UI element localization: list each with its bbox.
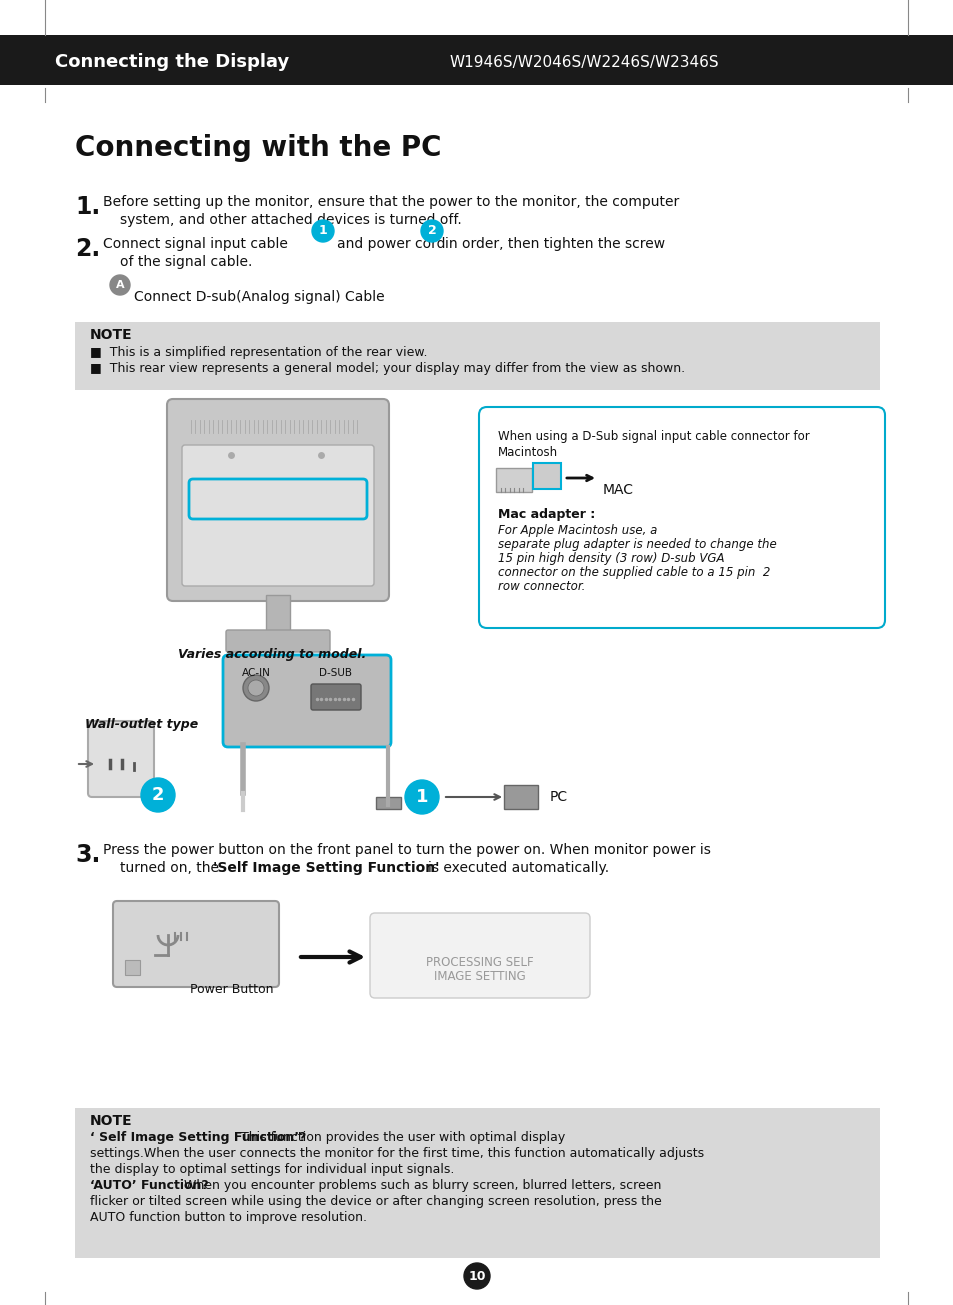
Text: NOTE: NOTE [90, 328, 132, 342]
Text: 'Self Image Setting Function': 'Self Image Setting Function' [213, 861, 439, 874]
Text: AUTO function button to improve resolution.: AUTO function button to improve resoluti… [90, 1211, 367, 1224]
Text: When using a D-Sub signal input cable connector for: When using a D-Sub signal input cable co… [497, 431, 809, 442]
FancyBboxPatch shape [533, 463, 560, 489]
Text: 15 pin high density (3 row) D-sub VGA: 15 pin high density (3 row) D-sub VGA [497, 552, 723, 565]
Circle shape [312, 221, 334, 241]
FancyBboxPatch shape [0, 35, 953, 85]
Text: A: A [115, 281, 124, 290]
Text: D-SUB: D-SUB [319, 668, 352, 679]
Text: PC: PC [550, 790, 568, 804]
Text: Press the power button on the front panel to turn the power on. When monitor pow: Press the power button on the front pane… [103, 843, 710, 857]
FancyBboxPatch shape [503, 786, 537, 809]
Circle shape [243, 675, 269, 701]
Text: Mac adapter :: Mac adapter : [497, 508, 599, 521]
Text: When you encounter problems such as blurry screen, blurred letters, screen: When you encounter problems such as blur… [180, 1178, 660, 1191]
Text: IMAGE SETTING: IMAGE SETTING [434, 970, 525, 983]
Text: Wall-outlet type: Wall-outlet type [85, 718, 198, 731]
Text: Varies according to model.: Varies according to model. [178, 649, 366, 662]
Text: the display to optimal settings for individual input signals.: the display to optimal settings for indi… [90, 1163, 454, 1176]
FancyBboxPatch shape [311, 684, 360, 710]
Text: system, and other attached devices is turned off.: system, and other attached devices is tu… [120, 213, 461, 227]
FancyBboxPatch shape [496, 468, 532, 492]
Circle shape [420, 221, 442, 241]
Text: 2: 2 [152, 786, 164, 804]
FancyBboxPatch shape [266, 595, 290, 633]
Text: 2: 2 [427, 224, 436, 238]
Text: row connector.: row connector. [497, 579, 585, 592]
FancyBboxPatch shape [478, 407, 884, 628]
FancyBboxPatch shape [223, 655, 391, 746]
Text: ‘AUTO’ Function?: ‘AUTO’ Function? [90, 1178, 209, 1191]
Text: Power Button: Power Button [190, 983, 274, 996]
Circle shape [248, 680, 264, 696]
FancyBboxPatch shape [370, 913, 589, 998]
Text: Connect D-sub(Analog signal) Cable: Connect D-sub(Analog signal) Cable [133, 290, 384, 304]
Circle shape [110, 275, 130, 295]
FancyBboxPatch shape [88, 720, 153, 797]
Text: MAC: MAC [602, 483, 634, 497]
Text: 10: 10 [468, 1270, 485, 1283]
Text: PROCESSING SELF: PROCESSING SELF [426, 955, 534, 968]
Text: ‘ Self Image Setting Function’?: ‘ Self Image Setting Function’? [90, 1131, 306, 1144]
Circle shape [141, 778, 174, 812]
Text: flicker or tilted screen while using the device or after changing screen resolut: flicker or tilted screen while using the… [90, 1195, 661, 1208]
Text: W1946S/W2046S/W2246S/W2346S: W1946S/W2046S/W2246S/W2346S [450, 55, 719, 69]
Text: ■  This is a simplified representation of the rear view.: ■ This is a simplified representation of… [90, 346, 427, 359]
Text: 1: 1 [318, 224, 327, 238]
Text: Before setting up the monitor, ensure that the power to the monitor, the compute: Before setting up the monitor, ensure th… [103, 194, 679, 209]
Text: of the signal cable.: of the signal cable. [120, 254, 253, 269]
Text: Connecting the Display: Connecting the Display [55, 54, 289, 70]
FancyBboxPatch shape [125, 960, 140, 975]
Text: ■  This rear view represents a general model; your display may differ from the v: ■ This rear view represents a general mo… [90, 361, 684, 375]
Text: separate plug adapter is needed to change the: separate plug adapter is needed to chang… [497, 538, 776, 551]
FancyBboxPatch shape [75, 322, 879, 390]
Text: and power cord: and power cord [336, 238, 445, 251]
Text: in order, then tighten the screw: in order, then tighten the screw [444, 238, 664, 251]
Text: Macintosh: Macintosh [497, 446, 558, 459]
Text: AC-IN: AC-IN [241, 668, 270, 679]
FancyBboxPatch shape [112, 900, 278, 987]
Text: This function provides the user with optimal display: This function provides the user with opt… [236, 1131, 565, 1144]
FancyBboxPatch shape [375, 797, 400, 809]
FancyBboxPatch shape [75, 1108, 879, 1258]
Text: 3.: 3. [75, 843, 100, 867]
Text: For Apple Macintosh use, a: For Apple Macintosh use, a [497, 525, 657, 536]
Circle shape [405, 780, 438, 814]
Text: 1.: 1. [75, 194, 100, 219]
Circle shape [463, 1263, 490, 1289]
Text: Connect signal input cable: Connect signal input cable [103, 238, 288, 251]
Text: connector on the supplied cable to a 15 pin  2: connector on the supplied cable to a 15 … [497, 566, 770, 579]
Text: NOTE: NOTE [90, 1114, 132, 1128]
Text: Connecting with the PC: Connecting with the PC [75, 134, 441, 162]
Text: turned on, the: turned on, the [120, 861, 223, 874]
Text: 1: 1 [416, 788, 428, 806]
FancyBboxPatch shape [182, 445, 374, 586]
FancyBboxPatch shape [167, 399, 389, 602]
Text: is executed automatically.: is executed automatically. [428, 861, 608, 874]
Text: 2.: 2. [75, 238, 100, 261]
Text: settings.When the user connects the monitor for the first time, this function au: settings.When the user connects the moni… [90, 1147, 703, 1160]
FancyBboxPatch shape [226, 630, 330, 652]
